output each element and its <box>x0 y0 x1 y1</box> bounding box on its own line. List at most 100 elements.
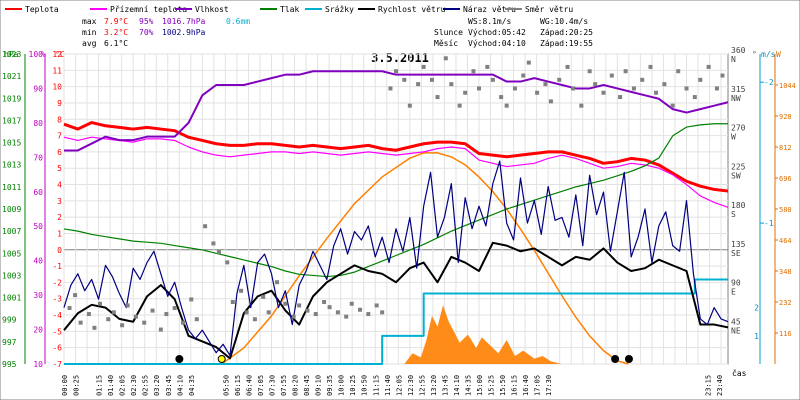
wind-direction-point <box>471 69 476 74</box>
wind-direction-point <box>172 306 177 311</box>
wind-direction-point <box>543 82 548 87</box>
wind-direction-point <box>297 303 302 308</box>
wind-direction-point <box>654 90 659 95</box>
wind-direction-point <box>670 103 675 108</box>
wind-direction-point <box>86 312 91 317</box>
pressure-tick-label: 1021 <box>2 72 21 81</box>
wind-direction-point <box>421 64 426 69</box>
series-line-pressure <box>63 123 728 278</box>
axis-header-humidity: % <box>41 50 46 59</box>
stats-max-rain: 0.6mm <box>226 17 250 26</box>
temperature-tick-label: -1 <box>52 262 62 271</box>
wind-direction-point <box>648 64 653 69</box>
wind-direction-point <box>429 77 434 82</box>
wind-direction-point <box>322 300 327 304</box>
wind-direction-point <box>150 308 155 313</box>
solar-tick-label: 232 <box>779 299 792 307</box>
humidity-tick-label: 50 <box>33 222 43 231</box>
wind-direction-point <box>125 303 130 308</box>
series-line-humidity <box>64 70 729 152</box>
x-tick-label: 10:25 <box>349 375 357 396</box>
axis-header-solar: W <box>776 50 781 59</box>
x-tick-label: 23:40 <box>716 375 724 396</box>
compass-tick-label: W <box>731 133 736 142</box>
pressure-tick-label: 1013 <box>2 161 21 170</box>
x-tick-label: 04:35 <box>188 375 196 396</box>
wind-direction-point <box>609 73 614 78</box>
wind-direction-tick-label: 45 <box>731 317 741 326</box>
x-tick-label: 12:30 <box>407 375 415 396</box>
x-tick-label: 15:25 <box>488 375 496 396</box>
legend-item-temperature: Teplota <box>5 5 59 14</box>
temperature-tick-label: 4 <box>57 181 62 190</box>
wind-direction-point <box>706 64 711 69</box>
series-line-ground-temperature <box>63 136 729 208</box>
x-tick-label: 23:15 <box>704 375 712 396</box>
wind-direction-point <box>692 95 697 100</box>
temperature-tick-label: 9 <box>57 99 62 108</box>
legend-label-temperature: Teplota <box>25 5 59 14</box>
legend-label-wind-gust: Náraz větru <box>463 5 516 14</box>
humidity-tick-label: 20 <box>33 326 43 335</box>
x-tick-label: 13:20 <box>430 375 438 396</box>
precip-tick-label: -1 <box>764 219 774 228</box>
stats-min-temp: 3.2°C <box>104 28 128 37</box>
humidity-tick-label: 80 <box>33 119 43 128</box>
x-tick-label: 10:00 <box>338 375 346 396</box>
legend-label-wind-speed: Rychlost větru <box>378 5 446 14</box>
wind-direction-tick-label: 180 <box>731 201 746 210</box>
wind-direction-point <box>313 312 318 317</box>
solar-tick-label: 580 <box>779 206 792 214</box>
x-tick-label: 05:50 <box>222 375 230 396</box>
compass-tick-label: S <box>731 210 736 219</box>
stats-max-label: max <box>82 17 97 26</box>
moonrise: Východ:04:10 <box>468 39 526 48</box>
compass-tick-label: NW <box>731 94 741 103</box>
wind-direction-tick-label: 135 <box>731 240 746 249</box>
solar-tick-label: 928 <box>779 113 792 121</box>
wind-direction-point <box>579 103 584 108</box>
solar-tick-label: 812 <box>779 144 792 152</box>
x-tick-label: 15:50 <box>499 375 507 396</box>
x-tick-label: 02:55 <box>142 375 150 396</box>
x-tick-label: 09:35 <box>326 375 334 396</box>
temperature-tick-label: -5 <box>52 327 62 336</box>
wind-direction-point <box>111 310 116 315</box>
x-tick-label: 02:05 <box>119 375 127 396</box>
wind-direction-point <box>526 60 531 65</box>
wind-direction-point <box>388 86 393 91</box>
x-tick-label: 01:40 <box>107 375 115 396</box>
axis-header-temperature: °C <box>55 50 65 59</box>
wind-direction-point <box>261 294 266 299</box>
wind-direction-point <box>275 280 280 285</box>
rain-rate-area <box>221 152 629 365</box>
wind-direction-point <box>720 73 725 78</box>
wind-direction-point <box>189 297 194 302</box>
wind-speed-tick-label: 1 <box>754 332 759 341</box>
wind-direction-point <box>142 320 147 325</box>
wind-direction-point <box>499 95 504 100</box>
right-axes: 360N315NW270W225SW180S135SE90E45NE21-2-1… <box>731 46 796 364</box>
sun-moon-block: WS:8.1m/s WG:10.4m/s Slunce Východ:05:42… <box>434 17 593 48</box>
wind-direction-point <box>73 293 78 298</box>
x-tick-label: 07:55 <box>280 375 288 396</box>
wind-direction-point <box>374 303 379 308</box>
x-tick-label: 00:25 <box>73 375 81 396</box>
temperature-tick-label: -3 <box>52 295 62 304</box>
wind-direction-point <box>407 103 412 108</box>
wind-direction-point <box>67 306 72 311</box>
wind-direction-point <box>349 301 354 306</box>
legend-item-precipitation: Srážky <box>305 5 354 14</box>
legend-item-wind-gust: Náraz větru <box>443 5 516 14</box>
compass-tick-label: E <box>731 288 736 297</box>
wind-direction-point <box>230 300 235 304</box>
x-tick-label: 08:45 <box>303 375 311 396</box>
x-tick-label: 03:45 <box>165 375 173 396</box>
temperature-tick-label: 0 <box>57 246 62 255</box>
wind-direction-point <box>239 288 244 293</box>
sunrise: Východ:05:42 <box>468 28 526 37</box>
x-tick-label: 08:20 <box>292 375 300 396</box>
solar-tick-label: 696 <box>779 175 792 183</box>
legend-item-ground-temperature: Přízemní teplota <box>90 5 187 14</box>
x-axis: 00:00 00:25 01:15 01:40 02:05 02:30 02:55 03:20… <box>61 368 747 396</box>
